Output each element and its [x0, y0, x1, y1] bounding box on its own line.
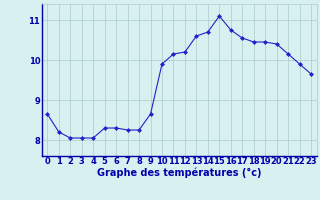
X-axis label: Graphe des températures (°c): Graphe des températures (°c) [97, 168, 261, 178]
